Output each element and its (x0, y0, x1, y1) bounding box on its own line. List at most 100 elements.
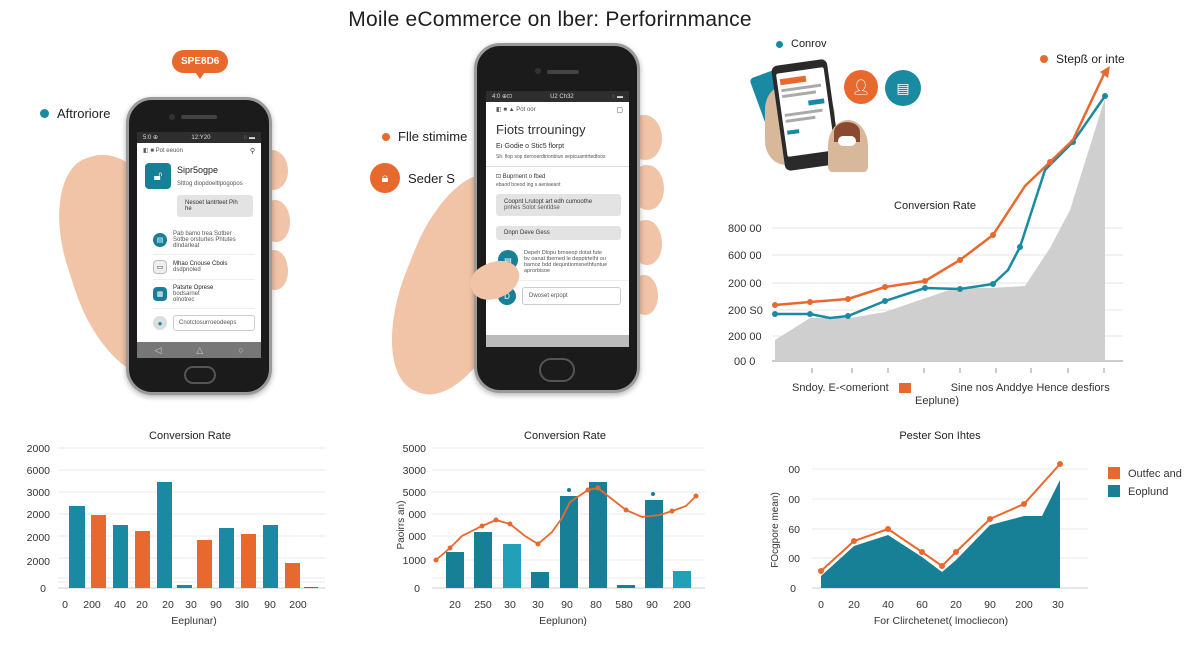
svg-text:200: 200 (673, 599, 691, 611)
svg-text:90: 90 (646, 599, 658, 611)
svg-text:200 00: 200 00 (728, 278, 762, 290)
svg-text:250: 250 (474, 599, 492, 611)
svg-text:Outfec and: Outfec and (1128, 468, 1182, 480)
svg-text:20: 20 (162, 599, 174, 611)
android-nav-bar (486, 335, 629, 347)
svg-text:2000: 2000 (27, 532, 51, 544)
svg-text:0: 0 (40, 583, 46, 595)
svg-text:580: 580 (615, 599, 633, 611)
svg-text:90: 90 (561, 599, 573, 611)
phone-left: 5:0 ⊕ 12:Y20 ◌ ▬ ◧ ■ Pot eeuon ⚲ 🔓︎ Sipr… (126, 97, 272, 395)
search-icon[interactable]: ⚲ (249, 148, 255, 155)
speaker (181, 115, 217, 119)
bag-icon[interactable]: ▢ (616, 107, 623, 114)
doc-icon: ▤ (153, 233, 167, 247)
svg-text:00 0: 00 0 (734, 356, 755, 368)
screen-subtitle: Eı Godie o Stic5 florpt (496, 143, 565, 150)
svg-text:00: 00 (788, 464, 800, 476)
svg-text:30: 30 (1052, 599, 1064, 611)
status-bar: 4:0 ⊕⊡ U2 Ch32 ◌ ▬ (486, 91, 629, 102)
list-item[interactable]: ● Cnotctosurroeodeeps (153, 309, 255, 331)
status-bar: 5:0 ⊕ 12:Y20 ◌ ▬ (137, 132, 261, 143)
svg-text:1000: 1000 (403, 555, 427, 567)
info-box[interactable]: Coopnt Lrutopt art edh cumoothe pnhes So… (496, 194, 621, 216)
svg-text:2000: 2000 (27, 509, 51, 521)
back-icon[interactable]: ◁ (154, 344, 162, 355)
svg-text:Eeplunar): Eeplunar) (171, 615, 217, 627)
text-input[interactable]: Cnotctosurroeodeeps (173, 315, 255, 331)
svg-text:600 00: 600 00 (728, 250, 762, 262)
svg-text:90: 90 (984, 599, 996, 611)
svg-text:200: 200 (1015, 599, 1033, 611)
screen-desc: Sh. flop sop derooerdtrionbtun sepicuamt… (486, 150, 629, 167)
teal-dot-icon (776, 40, 783, 48)
bottom-left-bar-chart: 2000 6000 3000 2000 2000 2000 0 0 200 40… (27, 443, 325, 627)
action-box[interactable]: Dnpn Deve Gess (496, 226, 621, 240)
svg-text:0: 0 (818, 599, 824, 611)
android-nav-bar: ◁ △ ○ (137, 342, 261, 358)
bottom-center-combo-chart: 5000 3000 5000 000 000 1000 0 Paoirrs an… (396, 443, 705, 627)
register-icon: ▤ (885, 70, 921, 106)
svg-text:FOcgpore mean): FOcgpore mean) (770, 492, 781, 568)
section-subtitle: ebaod boeod ing s aeniaeant (496, 182, 561, 188)
svg-text:5000: 5000 (403, 487, 427, 499)
svg-text:2000: 2000 (27, 556, 51, 568)
camera-icon (535, 68, 541, 74)
user-icon: 👤︎ (844, 70, 878, 104)
list-item[interactable]: ▦ Patsrte Oprese bodsarnet olnotrec (153, 280, 255, 309)
speaker (547, 70, 579, 74)
orange-swatch-icon (1108, 467, 1120, 479)
hero-subtitle: Slttog diopdoeltlpogopos (177, 181, 243, 187)
camera-icon (169, 114, 175, 120)
svg-text:0: 0 (790, 583, 796, 595)
left-legend-label: Aftroriore (40, 106, 110, 121)
speed-bubble: SPE8D6 (172, 50, 229, 79)
svg-text:000: 000 (408, 531, 426, 543)
home-icon[interactable]: △ (196, 344, 204, 355)
svg-text:0: 0 (62, 599, 68, 611)
svg-text:90: 90 (264, 599, 276, 611)
hero-title: Sipr5ogpe (177, 165, 219, 175)
phone-left-screen: 5:0 ⊕ 12:Y20 ◌ ▬ ◧ ■ Pot eeuon ⚲ 🔓︎ Sipr… (137, 132, 261, 358)
bottom-left-chart-title: Conversion Rate (149, 430, 231, 442)
list-item[interactable]: ▤ Pab bamo trea Sotber Sotbe orsturtes P… (153, 231, 255, 255)
card-icon: ▭ (153, 260, 167, 274)
home-button[interactable] (539, 358, 575, 382)
section-title: ⊡ Buprnent o fbed (496, 174, 546, 180)
svg-text:30: 30 (185, 599, 197, 611)
pay-icon: ● (153, 316, 167, 330)
home-button[interactable] (184, 366, 216, 384)
svg-text:40: 40 (882, 599, 894, 611)
teal-dot-icon (40, 109, 49, 118)
phone-center-screen: 4:0 ⊕⊡ U2 Ch32 ◌ ▬ ◧ ■ ▲ Pot oor ▢ Fiots… (486, 91, 629, 347)
recents-icon[interactable]: ○ (238, 345, 244, 355)
svg-text:20: 20 (136, 599, 148, 611)
hero-button[interactable]: Nesoet lantrteet Pih he (177, 195, 253, 217)
svg-text:200 S0: 200 S0 (728, 305, 763, 317)
svg-text:20: 20 (950, 599, 962, 611)
svg-text:Paoirrs an): Paoirrs an) (396, 501, 407, 550)
svg-text:60: 60 (916, 599, 928, 611)
app-header: ◧ ■ ▲ Pot oor (496, 107, 536, 113)
orange-dot-icon (1040, 55, 1048, 63)
svg-text:3000: 3000 (403, 465, 427, 477)
svg-text:80: 80 (590, 599, 602, 611)
svg-text:3l0: 3l0 (235, 599, 249, 611)
svg-text:2000: 2000 (27, 443, 51, 455)
svg-text:Eeplunon): Eeplunon) (539, 615, 587, 627)
page-title: Moile eCommerce on lber: Perforirnmance (348, 8, 752, 31)
text-input[interactable]: Dwoset erpopt (522, 287, 621, 305)
right-chart-xlabel: Eeplune) (915, 395, 960, 407)
lock-icon: 🔒︎ (370, 163, 400, 193)
svg-text:00: 00 (788, 494, 800, 506)
svg-text:30: 30 (532, 599, 544, 611)
face-mask (838, 136, 856, 146)
svg-text:Eoplund: Eoplund (1128, 486, 1168, 498)
lock-icon: 🔓︎ (145, 163, 171, 189)
svg-text:40: 40 (114, 599, 126, 611)
svg-text:30: 30 (504, 599, 516, 611)
svg-text:200: 200 (83, 599, 101, 611)
list-item[interactable]: ▭ Mhao Cnouse Cbols dsdpnoled (153, 255, 255, 280)
bottom-right-chart-title: Pester Son Ihtes (899, 430, 981, 442)
grid-icon: ▦ (153, 287, 167, 301)
